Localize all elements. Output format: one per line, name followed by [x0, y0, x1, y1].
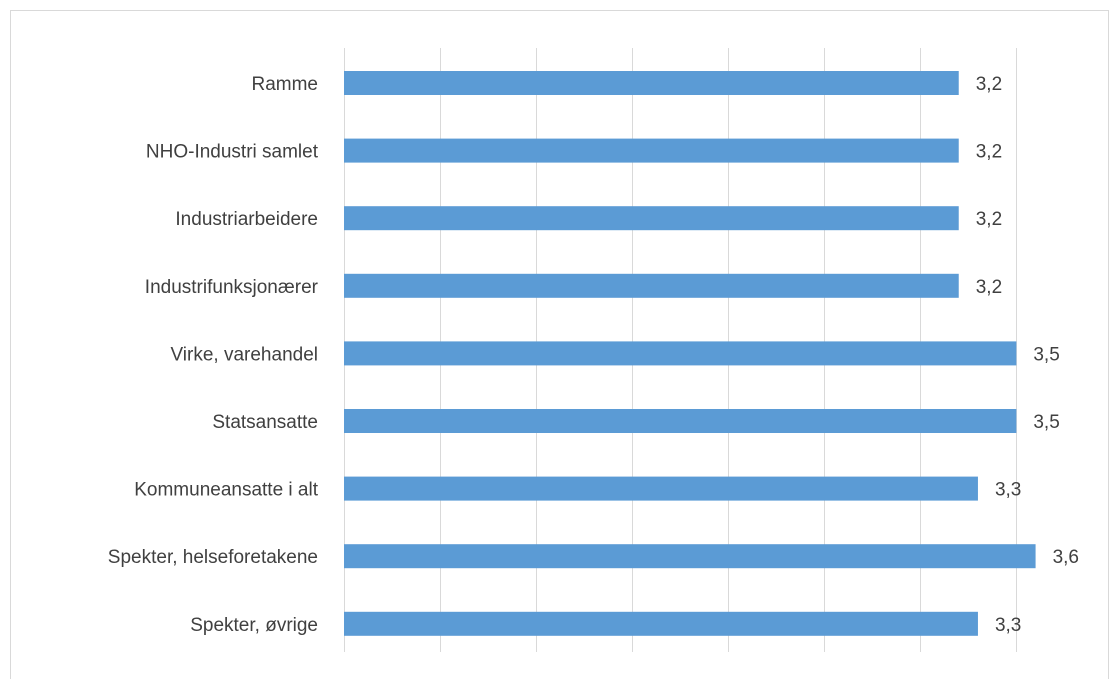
- value-label-7: 3,6: [1053, 547, 1079, 568]
- category-label-4: Virke, varehandel: [170, 344, 318, 365]
- category-label-2: Industriarbeidere: [175, 209, 318, 230]
- value-label-1: 3,2: [976, 142, 1002, 163]
- bar-3: [344, 274, 959, 298]
- category-label-6: Kommuneansatte i alt: [134, 480, 318, 501]
- bar-1: [344, 139, 959, 163]
- category-label-0: Ramme: [251, 74, 318, 95]
- bar-5: [344, 409, 1016, 433]
- value-label-8: 3,3: [995, 615, 1021, 636]
- bar-8: [344, 612, 978, 636]
- value-label-5: 3,5: [1033, 412, 1059, 433]
- value-label-2: 3,2: [976, 209, 1002, 230]
- category-label-8: Spekter, øvrige: [190, 615, 318, 636]
- value-label-0: 3,2: [976, 74, 1002, 95]
- value-label-3: 3,2: [976, 277, 1002, 298]
- category-label-7: Spekter, helseforetakene: [108, 547, 318, 568]
- bar-0: [344, 71, 959, 95]
- bar-layer: [344, 71, 1036, 636]
- category-label-5: Statsansatte: [212, 412, 318, 433]
- value-label-4: 3,5: [1033, 344, 1059, 365]
- value-label-6: 3,3: [995, 480, 1021, 501]
- bar-6: [344, 477, 978, 501]
- bar-2: [344, 206, 959, 230]
- category-label-3: Industrifunksjonærer: [145, 277, 319, 298]
- bar-4: [344, 341, 1016, 365]
- bar-7: [344, 544, 1036, 568]
- category-label-1: NHO-Industri samlet: [146, 142, 319, 163]
